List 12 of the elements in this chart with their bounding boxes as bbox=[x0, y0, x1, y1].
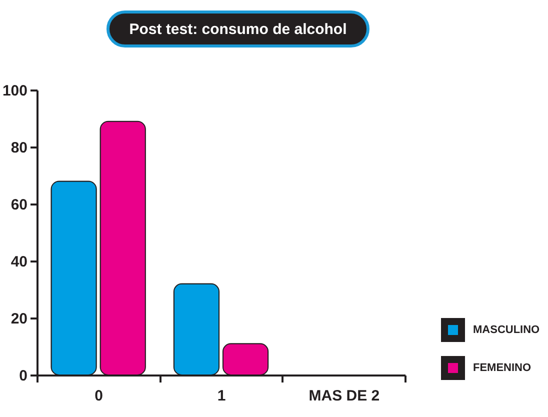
x-tick-label: 0 bbox=[94, 388, 104, 404]
chart-title: Post test: consumo de alcohol bbox=[129, 21, 347, 38]
y-tick-label: 60 bbox=[10, 196, 28, 214]
legend-label: MASCULINO bbox=[473, 324, 540, 336]
y-tick-label: 0 bbox=[19, 368, 28, 384]
y-tick-label: 40 bbox=[10, 254, 28, 270]
y-tick-label: 80 bbox=[10, 140, 28, 156]
y-tick-label: 20 bbox=[10, 310, 28, 328]
x-tick-label: MAS DE 2 bbox=[308, 388, 380, 404]
y-tick-label: 100 bbox=[2, 82, 28, 100]
x-tick-label: 1 bbox=[217, 388, 226, 404]
legend-label: FEMENINO bbox=[473, 362, 532, 374]
